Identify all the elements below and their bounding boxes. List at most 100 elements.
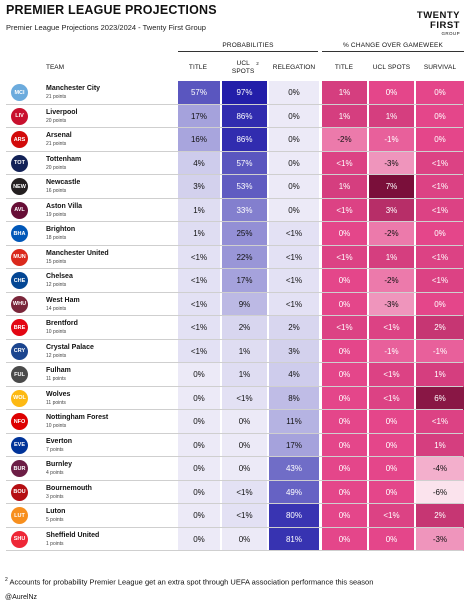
title-prob-cell: 1%: [178, 198, 220, 222]
team-name: Tottenham: [46, 155, 82, 163]
relegation-prob-cell: 0%: [269, 175, 319, 199]
team-points: 7 points: [46, 446, 64, 453]
survival-change-cell: 0%: [416, 81, 464, 105]
row-divider: [6, 150, 463, 152]
footnote-text: Accounts for probability Premier League …: [9, 577, 374, 587]
title-prob-cell: 0%: [178, 363, 220, 387]
team-name: Brighton: [46, 226, 76, 233]
relegation-prob-cell: 0%: [269, 198, 319, 222]
title-change-cell: 1%: [322, 175, 367, 199]
relegation-prob-cell: 0%: [269, 151, 319, 175]
row-divider: [6, 103, 463, 105]
ucl-prob-cell: 97%: [222, 81, 267, 105]
header-change-title: TITLE: [334, 64, 354, 71]
title-prob-cell: 17%: [178, 104, 220, 128]
title-prob-cell: 0%: [178, 457, 220, 481]
title-prob-cell: 0%: [178, 504, 220, 528]
relegation-prob-cell: 43%: [269, 457, 319, 481]
survival-change-cell: 0%: [416, 104, 464, 128]
title-prob-cell: <1%: [178, 339, 220, 363]
title-change-cell: 0%: [322, 527, 367, 551]
title-prob-cell: 0%: [178, 410, 220, 434]
title-prob-cell: 0%: [178, 527, 220, 551]
team-name: Everton: [46, 437, 73, 445]
team-name: Luton: [46, 508, 66, 515]
header-team: TEAM: [46, 64, 65, 71]
team-name: Sheffield United: [46, 531, 100, 539]
survival-change-cell: -4%: [416, 457, 464, 481]
survival-change-cell: -6%: [416, 480, 464, 504]
title-change-cell: 0%: [322, 292, 367, 316]
relegation-prob-cell: 0%: [269, 128, 319, 152]
team-points: 16 points: [46, 188, 67, 194]
team-crest-icon: ARS: [11, 131, 28, 148]
team-crest-icon: SHU: [11, 530, 28, 548]
title-change-cell: 0%: [322, 339, 367, 363]
team-name: Manchester City: [46, 85, 101, 92]
survival-change-cell: 6%: [416, 386, 464, 410]
team-crest-icon: BOU: [11, 483, 28, 501]
title-change-cell: 0%: [322, 480, 367, 504]
relegation-prob-cell: <1%: [269, 222, 319, 246]
team-points: 11 points: [46, 399, 66, 406]
title-prob-cell: 57%: [178, 81, 220, 105]
team-crest-icon: AVL: [11, 201, 28, 219]
ucl-change-cell: 0%: [369, 81, 414, 105]
ucl-prob-cell: 0%: [222, 527, 267, 551]
group-change: % CHANGE OVER GAMEWEEK: [322, 42, 464, 52]
team-name: Burnley: [46, 461, 73, 468]
table-row: NFO Nottingham Forest 10 points 0% 0% 11% 0% 0%…: [0, 410, 467, 434]
team-crest-icon: BRE: [11, 319, 28, 336]
row-divider: [6, 127, 463, 128]
ucl-prob-cell: <1%: [222, 480, 267, 504]
survival-change-cell: <1%: [416, 245, 464, 269]
header-change-ucl: UCL SPOTS: [372, 64, 411, 71]
row-divider: [6, 197, 463, 199]
ucl-prob-cell: 2%: [222, 316, 267, 340]
table-row: WHU West Ham 14 points <1% 9% <1% 0% -3% 0%: [0, 292, 467, 316]
team-points: 20 points: [46, 117, 67, 124]
ucl-change-cell: -1%: [369, 339, 414, 363]
relegation-prob-cell: 3%: [269, 339, 319, 363]
header-ucl-label: UCL SPOTS: [231, 60, 255, 75]
header-relegation: RELEGATION: [272, 64, 316, 71]
survival-change-cell: 1%: [416, 433, 464, 457]
table-row: ARS Arsenal 21 points 16% 86% 0% -2% -1% 0%: [0, 128, 467, 152]
team-name: Aston Villa: [46, 202, 83, 210]
row-divider: [6, 268, 463, 269]
relegation-prob-cell: 80%: [269, 504, 319, 528]
team-crest-icon: LUT: [11, 507, 28, 524]
ucl-change-cell: -3%: [369, 151, 414, 175]
title-prob-cell: 3%: [178, 175, 220, 199]
row-divider: [6, 174, 463, 175]
table-row: WOL Wolves 11 points 0% <1% 8% 0% <1% 6%: [0, 386, 467, 410]
ucl-prob-cell: <1%: [222, 386, 267, 410]
ucl-prob-cell: 0%: [222, 433, 267, 457]
row-divider: [6, 244, 463, 246]
title-change-cell: <1%: [322, 198, 367, 222]
table-row: BRE Brentford 10 points <1% 2% 2% <1% <1% 2%: [0, 316, 467, 340]
table-row: SHU Sheffield United 1 points 0% 0% 81% 0% 0% -3…: [0, 527, 467, 551]
table-row: NEW Newcastle 16 points 3% 53% 0% 1% 7% <1%: [0, 175, 467, 199]
title-change-cell: -2%: [322, 128, 367, 152]
row-divider: [6, 479, 463, 481]
ucl-change-cell: 0%: [369, 410, 414, 434]
team-points: 18 points: [46, 235, 67, 241]
ucl-change-cell: <1%: [369, 386, 414, 410]
ucl-prob-cell: 0%: [222, 457, 267, 481]
title-change-cell: 0%: [322, 433, 367, 457]
relegation-prob-cell: 49%: [269, 480, 319, 504]
team-crest-icon: MUN: [11, 248, 28, 266]
team-name: Newcastle: [46, 179, 81, 186]
ucl-change-cell: 0%: [369, 480, 414, 504]
team-name: Bournemouth: [46, 484, 92, 492]
team-crest-icon: NFO: [11, 413, 28, 430]
logo-line-3: GROUP: [441, 31, 460, 36]
row-divider: [6, 432, 463, 434]
row-divider: [6, 526, 463, 528]
ucl-prob-cell: 1%: [222, 339, 267, 363]
team-crest-icon: CHE: [11, 272, 28, 289]
ucl-prob-cell: 25%: [222, 222, 267, 246]
survival-change-cell: <1%: [416, 269, 464, 293]
ucl-prob-cell: 53%: [222, 175, 267, 199]
